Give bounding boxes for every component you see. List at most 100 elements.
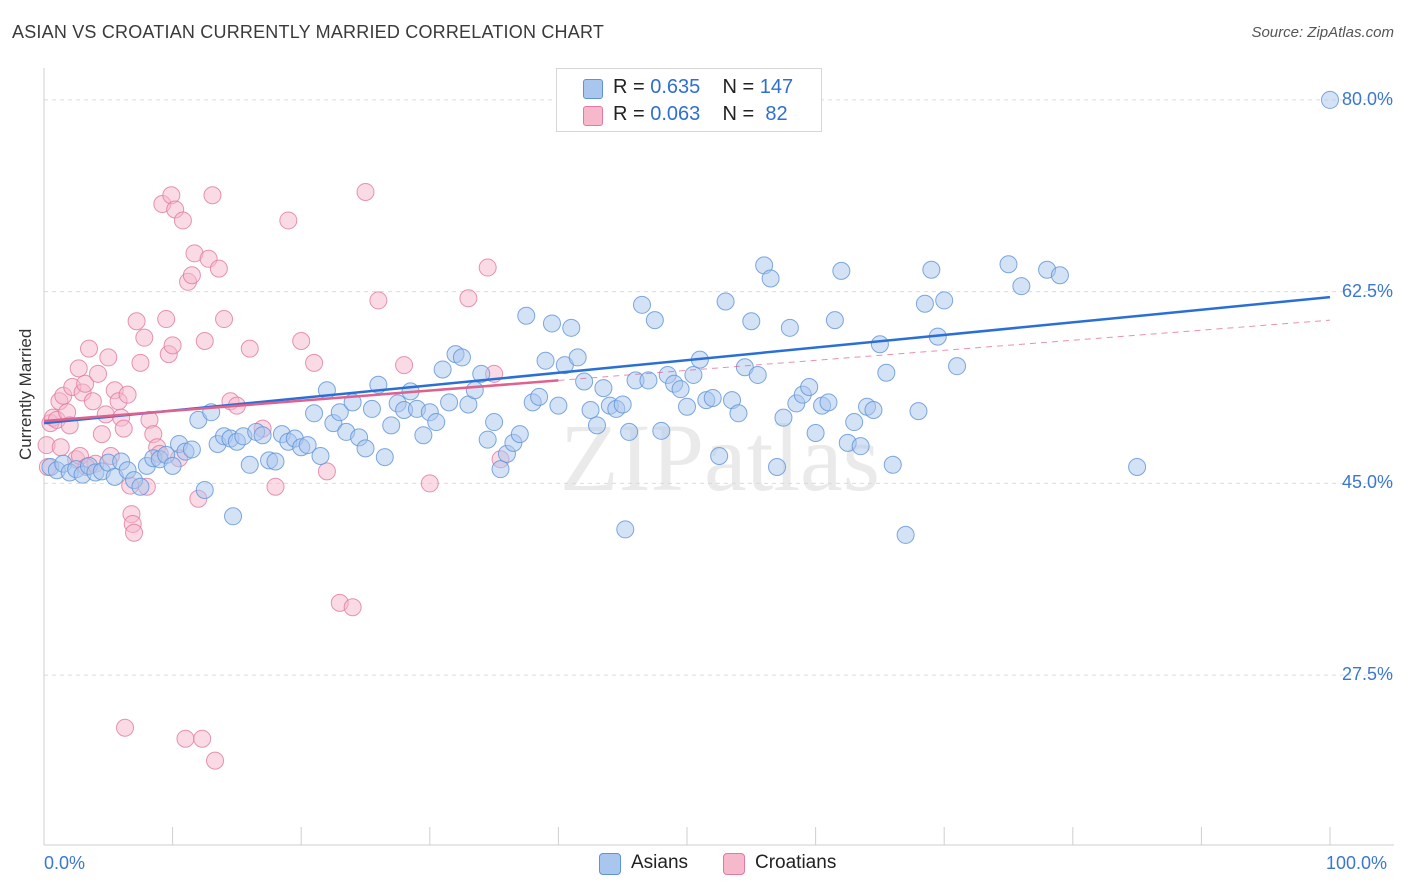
asian-point (1012, 277, 1031, 296)
croatian-point (114, 419, 133, 438)
croatian-point (163, 336, 182, 355)
asian-point (800, 377, 819, 396)
asian-point (594, 379, 613, 398)
asian-point (575, 372, 594, 391)
asian-point (710, 447, 729, 466)
croatian-point (89, 364, 108, 383)
asians-swatch (599, 853, 621, 875)
axes (43, 68, 1394, 846)
croatian-n-value: 82 (759, 103, 788, 125)
croatian-point (279, 211, 298, 230)
asian-point (864, 401, 883, 420)
asian-point (825, 311, 844, 330)
croatian-point (76, 374, 95, 393)
croatian-point (305, 353, 324, 372)
asian-point (549, 396, 568, 415)
croatian-point (83, 392, 102, 411)
asian-points (41, 90, 1339, 544)
asian-point (478, 430, 497, 449)
asian-point (896, 525, 915, 544)
asian-point (684, 365, 703, 384)
asian-point (806, 424, 825, 443)
asian-point (568, 348, 587, 367)
croatian-r-label: R = (613, 103, 651, 125)
asian-point (678, 397, 696, 416)
asian-point (562, 318, 581, 337)
asian-point (671, 380, 690, 399)
asian-point (999, 255, 1018, 274)
asian-point (298, 436, 317, 455)
asian-point (510, 425, 529, 444)
croatian-point (99, 348, 118, 367)
asian-point (311, 447, 330, 466)
asian-point (266, 452, 285, 471)
asian-point (472, 364, 491, 383)
asian-trend-line (43, 295, 1331, 425)
croatian-point (420, 474, 439, 493)
asian-point (632, 295, 651, 314)
asian-point (870, 335, 889, 354)
croatians-swatch (723, 853, 745, 875)
croatian-point (459, 289, 478, 308)
asian-point (620, 422, 639, 441)
y-tick-label: 80.0% (1341, 88, 1393, 109)
croatian-point (182, 266, 201, 285)
croatian-point (240, 339, 259, 358)
asian-point (253, 426, 272, 445)
croatian-point (317, 462, 336, 481)
croatian-point (193, 729, 212, 748)
asian-point (530, 387, 549, 406)
croatian-point (395, 356, 414, 375)
asian-point (382, 416, 401, 435)
asian-point (375, 448, 394, 467)
asian-point (774, 408, 793, 427)
asian-point (819, 393, 838, 412)
asian-point (356, 439, 375, 458)
y-tick-label: 45.0% (1341, 472, 1393, 493)
asian-point (182, 440, 201, 459)
croatian-point (116, 718, 135, 737)
asian-point (948, 357, 967, 376)
croatian-point (69, 359, 88, 378)
x-tick-label-max: 100.0% (1326, 853, 1388, 873)
asian-point (909, 402, 928, 421)
croatian-point (51, 438, 70, 457)
asian-point (485, 413, 504, 432)
croatian-point (80, 339, 99, 358)
source-label: Source: ZipAtlas.com (1251, 24, 1394, 41)
asian-point (362, 399, 381, 418)
asian-r-value: 0.635 (650, 76, 701, 98)
croatian-point (118, 385, 137, 404)
trend-lines (43, 295, 1331, 425)
asian-point (652, 421, 671, 440)
y-tick-label: 27.5% (1341, 664, 1393, 685)
croatian-point (125, 523, 144, 542)
asian-point (877, 363, 896, 382)
croatian-point (343, 598, 362, 617)
asian-point (851, 437, 870, 456)
asian-point (832, 261, 851, 280)
asian-point (742, 312, 761, 331)
asian-point (414, 426, 433, 445)
asian-point (716, 292, 735, 311)
asian-n-value: 147 (759, 76, 794, 98)
croatian-point (215, 310, 234, 329)
asian-point (131, 477, 150, 496)
asian-point (163, 456, 182, 475)
asian-r-label: R = (613, 76, 651, 98)
croatian-point (195, 331, 214, 350)
stats-legend: R = 0.635 N = 147 R = 0.063 N = 82 (556, 68, 822, 132)
y-tick-label: 62.5% (1341, 280, 1393, 301)
croatian-point (266, 477, 285, 496)
croatian-point (478, 258, 497, 277)
croatian-point (176, 729, 195, 748)
asian-point (935, 291, 954, 310)
croatian-point (292, 331, 311, 350)
croatian-point (127, 312, 146, 331)
asian-point (465, 381, 484, 400)
asian-point (761, 269, 780, 288)
asian-point (433, 360, 452, 379)
asian-n-label: N = (722, 76, 760, 98)
asian-point (427, 413, 446, 432)
